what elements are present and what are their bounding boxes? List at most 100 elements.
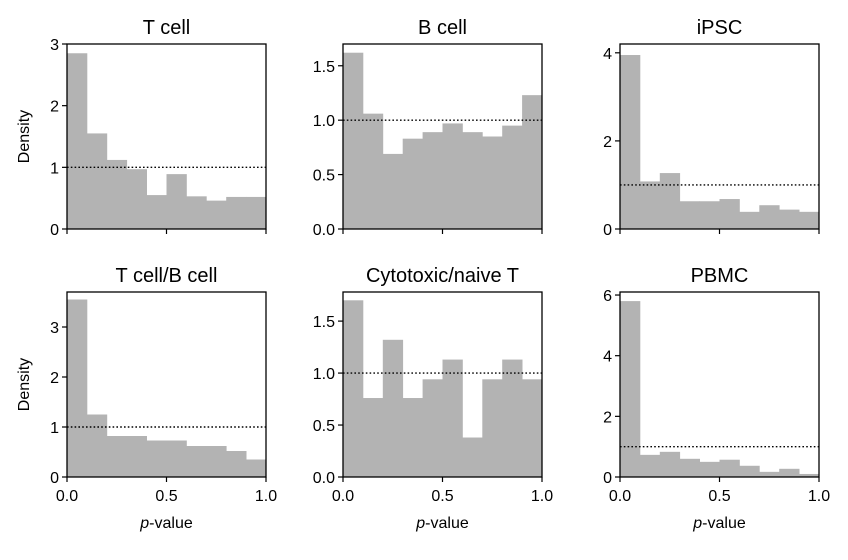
histogram-panel: 0.0 0.5 1.0 1.5 B cell xyxy=(313,17,543,239)
histogram-bar xyxy=(719,459,740,477)
y-tick-label: 1 xyxy=(50,420,59,437)
histogram-bar xyxy=(759,205,780,229)
histogram-bar xyxy=(343,300,364,477)
histogram-bar xyxy=(779,209,800,229)
histogram-bar xyxy=(206,446,227,477)
histogram-bar xyxy=(86,414,108,477)
histogram-bar xyxy=(67,299,88,477)
histogram-bar xyxy=(422,132,443,229)
histogram-bar xyxy=(67,53,88,229)
histogram-bar xyxy=(126,436,147,477)
y-tick-label: 2 xyxy=(603,134,612,151)
x-axis-label-italic: p xyxy=(139,515,149,532)
x-tick-label: 1.0 xyxy=(531,488,553,505)
y-axis-label: Density xyxy=(16,110,33,163)
y-tick-label: 0 xyxy=(50,222,59,239)
histogram-bar xyxy=(522,379,543,477)
histogram-bar xyxy=(362,113,384,229)
panel-title: T cell xyxy=(143,17,190,39)
histogram-bar xyxy=(639,454,661,477)
histogram-bar xyxy=(462,437,483,477)
histogram-bar xyxy=(362,398,384,477)
histogram-bar xyxy=(382,153,404,229)
histogram-bar xyxy=(402,138,423,229)
histogram-panel: 0 2 4 6 0.0 0.5 1.0 PBMC p-value xyxy=(603,265,830,532)
histogram-bar xyxy=(226,451,247,477)
histogram-bar xyxy=(402,398,423,477)
histogram-bar xyxy=(86,133,108,229)
histogram-bar xyxy=(739,211,760,229)
y-tick-label: 0.0 xyxy=(313,470,335,487)
histogram-bar xyxy=(343,52,364,230)
histogram-bar xyxy=(166,440,187,477)
panel-title: T cell/B cell xyxy=(116,265,218,287)
y-tick-label: 0 xyxy=(603,222,612,239)
histogram-bar xyxy=(759,471,780,477)
x-tick-label: 1.0 xyxy=(808,488,830,505)
y-tick-label: 0.0 xyxy=(313,222,335,239)
histogram-bar xyxy=(502,359,523,477)
histogram-bar xyxy=(799,473,820,477)
y-tick-label: 1.0 xyxy=(313,366,335,383)
y-tick-label: 1.5 xyxy=(313,314,335,331)
x-tick-label: 0.5 xyxy=(431,488,453,505)
x-axis-label: p-value xyxy=(139,515,193,532)
histogram-bar xyxy=(482,136,503,229)
histogram-bar xyxy=(226,196,247,229)
y-tick-label: 2 xyxy=(603,409,612,426)
x-axis-label: p-value xyxy=(692,515,746,532)
histogram-bar xyxy=(699,461,720,477)
x-tick-label: 0.5 xyxy=(155,488,177,505)
y-tick-label: 0 xyxy=(50,470,59,487)
histogram-bar xyxy=(442,123,463,229)
histogram-bar xyxy=(186,446,207,477)
histogram-bar xyxy=(166,174,187,229)
panel-title: PBMC xyxy=(691,265,749,287)
y-tick-label: 2 xyxy=(50,370,59,387)
x-tick-label: 0.0 xyxy=(609,488,631,505)
x-axis-label-rest: -value xyxy=(425,515,469,532)
y-axis-label: Density xyxy=(16,358,33,411)
histogram-bar xyxy=(659,173,681,229)
histogram-bar xyxy=(679,201,700,229)
histogram-bar xyxy=(106,436,128,477)
y-tick-label: 0.5 xyxy=(313,418,335,435)
x-axis-label: p-value xyxy=(415,515,469,532)
histogram-bar xyxy=(422,379,443,477)
histogram-bar xyxy=(799,211,820,229)
axes-frame xyxy=(619,291,820,478)
x-axis-label-rest: -value xyxy=(149,515,193,532)
histogram-bar xyxy=(639,181,661,229)
y-tick-label: 3 xyxy=(50,320,59,337)
x-axis-label-rest: -value xyxy=(702,515,746,532)
histogram-bar xyxy=(719,199,740,229)
histogram-panel: 0 1 2 3 0.0 0.5 1.0 T cell/B cell Density p-value xyxy=(16,265,277,532)
histogram-bar xyxy=(462,132,483,229)
panel-title: iPSC xyxy=(697,17,743,39)
x-tick-label: 1.0 xyxy=(255,488,277,505)
histogram-bar xyxy=(442,359,463,477)
panel-title: Cytotoxic/naive T xyxy=(366,265,519,287)
y-tick-label: 6 xyxy=(603,288,612,305)
y-tick-label: 2 xyxy=(50,99,59,116)
x-axis-label-italic: p xyxy=(692,515,702,532)
histogram-bar xyxy=(482,379,503,477)
histogram-bar xyxy=(246,459,267,477)
histogram-panel: 0.0 0.5 1.0 1.5 0.0 0.5 1.0 Cytotoxic/naive T p-… xyxy=(313,265,553,532)
histogram-bar xyxy=(146,440,167,477)
histogram-bar xyxy=(146,195,167,229)
histogram-bar xyxy=(522,95,543,230)
y-tick-label: 4 xyxy=(603,46,612,63)
histogram-bar xyxy=(739,465,760,477)
histogram-bar xyxy=(206,200,227,229)
histogram-bar xyxy=(106,159,128,229)
histogram-bar xyxy=(620,55,641,230)
x-tick-label: 0.0 xyxy=(56,488,78,505)
y-tick-label: 4 xyxy=(603,349,612,366)
histogram-panel: 0 1 2 3 T cell Density xyxy=(16,17,267,239)
x-tick-label: 0.5 xyxy=(708,488,730,505)
y-tick-label: 3 xyxy=(50,37,59,54)
y-tick-label: 1.0 xyxy=(313,113,335,130)
y-tick-label: 1 xyxy=(50,160,59,177)
